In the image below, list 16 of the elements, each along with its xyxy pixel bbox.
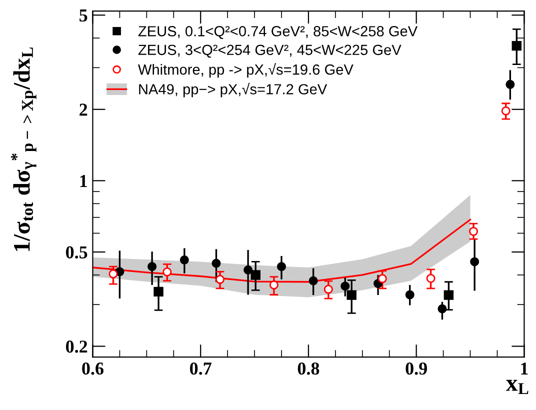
x-tick-label: 0.8	[298, 362, 320, 375]
legend-label: ZEUS, 3<Q²<254 GeV², 45<W<225 GeV	[138, 44, 402, 58]
x-tick-label: 0.6	[82, 362, 104, 375]
x-tick-label: 0.7	[190, 362, 212, 375]
legend-label: Whitmore, pp -> pX,√s=19.6 GeV	[138, 63, 354, 78]
legend-label: NA49, pp−> pX,√s=17.2 GeV	[139, 82, 328, 98]
y-tick-label: 1	[80, 175, 87, 187]
x-tick-label: 1	[521, 362, 528, 374]
legend-label: ZEUS, 0.1<Q²<0.74 GeV², 85<W<258 GeV	[138, 26, 418, 39]
x-tick-label: 0.9	[406, 362, 427, 375]
x-axis-title: x$_{L}$	[506, 380, 528, 394]
y-axis-title: 1/σ$_{tot}$ dσ$_{γ}$$^{*}$$_{p−>Xp}$/dx$_{L}$	[11, 47, 36, 251]
y-tick-label: 5	[80, 10, 88, 22]
y-tick-label: 0.2	[66, 340, 88, 353]
y-tick-label: 2	[80, 104, 88, 116]
y-tick-label: 0.5	[66, 246, 88, 259]
